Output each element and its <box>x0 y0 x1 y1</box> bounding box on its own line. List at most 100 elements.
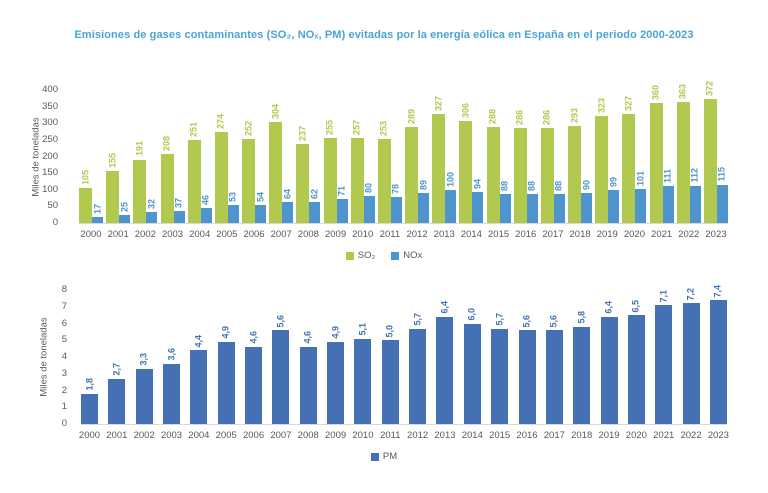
pm-bar: 5,6 <box>545 315 563 424</box>
x-tick-label: 2017 <box>543 430 565 441</box>
x-tick-label: 2016 <box>516 430 538 441</box>
bar-value-label: 88 <box>553 180 564 191</box>
pm-bar: 5,1 <box>354 323 372 424</box>
bar-value-label: 99 <box>608 177 619 188</box>
so2-bar: 323 <box>595 98 609 223</box>
pm-bar: 7,2 <box>682 288 700 424</box>
bar-value-label: 286 <box>514 109 525 125</box>
bar-group-2015: 5,7 2015 <box>489 313 510 441</box>
so2-bar: 251 <box>187 122 201 223</box>
bar-value-label: 88 <box>499 180 510 191</box>
y-tick-label: 200 <box>42 150 58 162</box>
bar-group-2006: 4,6 2006 <box>243 331 264 441</box>
x-tick-label: 2011 <box>379 229 401 240</box>
bar-value-label: 111 <box>662 169 673 184</box>
x-tick-label: 2001 <box>106 430 128 441</box>
bar-value-label: 4,6 <box>302 331 313 344</box>
bar-group-2002: 3,3 2002 <box>134 353 155 441</box>
y-tick-label: 5 <box>61 334 67 346</box>
x-tick-label: 2002 <box>133 430 155 441</box>
bar-value-label: 88 <box>526 180 537 191</box>
bar-value-label: 71 <box>336 186 347 197</box>
y-tick-label: 250 <box>42 133 58 145</box>
nox-bar: 88 <box>553 181 565 223</box>
pm-bar: 2,7 <box>108 363 126 424</box>
nox-bar: 90 <box>581 180 593 223</box>
y-tick-label: 3 <box>61 367 67 379</box>
bar-value-label: 90 <box>581 180 592 191</box>
pm-bar: 6,5 <box>627 300 645 424</box>
bar-value-label: 7,1 <box>658 289 669 303</box>
nox-bar: 88 <box>499 181 511 223</box>
bar-value-label: 5,6 <box>275 314 286 328</box>
bar-group-2020: 6,5 2020 <box>626 300 647 441</box>
pm-bar: 4,4 <box>190 335 208 424</box>
bar-group-2013: 327 100 2013 <box>432 96 457 240</box>
nox-bar: 32 <box>146 199 158 223</box>
bar-value-label: 208 <box>161 135 172 151</box>
pm-bar: 4,9 <box>327 326 345 424</box>
so2-bar: 293 <box>568 108 582 223</box>
nox-bar: 25 <box>119 202 131 223</box>
bar-group-2011: 5,0 2011 <box>380 325 400 441</box>
bar-value-label: 306 <box>460 103 471 119</box>
bar-value-label: 94 <box>472 178 483 189</box>
y-tick-label: 7 <box>61 300 67 312</box>
bar-value-label: 255 <box>324 120 335 136</box>
bar-value-label: 293 <box>569 107 580 123</box>
bar-group-2018: 5,8 2018 <box>571 311 592 441</box>
x-tick-label: 2011 <box>380 430 401 441</box>
pm-bar: 5,6 <box>518 315 536 424</box>
x-tick-label: 2015 <box>489 430 511 441</box>
bar-group-2019: 6,4 2019 <box>598 301 619 441</box>
x-tick-label: 2002 <box>134 229 156 240</box>
bar-value-label: 251 <box>188 121 199 137</box>
x-tick-label: 2008 <box>297 229 319 240</box>
bar-value-label: 6,5 <box>630 299 641 313</box>
nox-bar: 101 <box>635 171 647 223</box>
nox-bar: 80 <box>363 183 375 223</box>
y-tick-label: 2 <box>61 384 67 396</box>
so2-bar: 288 <box>486 109 500 223</box>
bar-group-2000: 105 17 2000 <box>79 170 103 240</box>
x-tick-label: 2000 <box>80 229 102 240</box>
bar-value-label: 323 <box>596 97 607 113</box>
pm-bar: 3,6 <box>163 348 181 424</box>
y-tick-label: 1 <box>61 401 67 413</box>
so2-bar: 274 <box>214 114 228 223</box>
bar-value-label: 4,9 <box>220 326 231 339</box>
x-tick-label: 2007 <box>270 229 292 240</box>
bar-group-2019: 323 99 2019 <box>595 98 620 240</box>
pm-bar: 4,6 <box>299 331 317 424</box>
bar-value-label: 112 <box>689 168 700 183</box>
so2-bar: 105 <box>79 170 92 223</box>
bar-group-2000: 1,8 2000 <box>79 378 100 441</box>
so2-bar: 327 <box>622 96 636 223</box>
so2-bar: 155 <box>106 153 120 223</box>
nox-bar: 17 <box>92 204 103 223</box>
x-tick-label: 2023 <box>705 229 727 240</box>
bar-group-2004: 251 46 2004 <box>187 122 212 240</box>
bar-group-2005: 274 53 2005 <box>214 114 239 240</box>
bar-value-label: 5,7 <box>412 313 423 326</box>
x-tick-label: 2019 <box>598 430 620 441</box>
x-tick-label: 2005 <box>215 430 237 441</box>
bar-group-2017: 5,6 2017 <box>544 315 565 441</box>
bar-value-label: 62 <box>309 189 320 200</box>
pm-bar: 5,7 <box>409 313 427 424</box>
bar-group-2003: 3,6 2003 <box>161 348 182 441</box>
bar-value-label: 3,3 <box>138 353 149 366</box>
pm-bar: 5,7 <box>491 313 509 424</box>
bar-group-2021: 360 111 2021 <box>649 85 674 240</box>
legend-swatch-so2 <box>345 251 354 260</box>
so2-bar: 286 <box>513 110 527 223</box>
bar-value-label: 100 <box>445 171 456 187</box>
nox-bar: 88 <box>526 181 538 223</box>
bar-group-2002: 191 32 2002 <box>133 141 158 240</box>
bar-group-2007: 304 64 2007 <box>269 104 294 240</box>
bar-value-label: 7,2 <box>685 287 696 301</box>
bar-value-label: 327 <box>623 96 634 112</box>
bar-value-label: 46 <box>200 194 211 205</box>
bar-value-label: 89 <box>418 180 429 191</box>
